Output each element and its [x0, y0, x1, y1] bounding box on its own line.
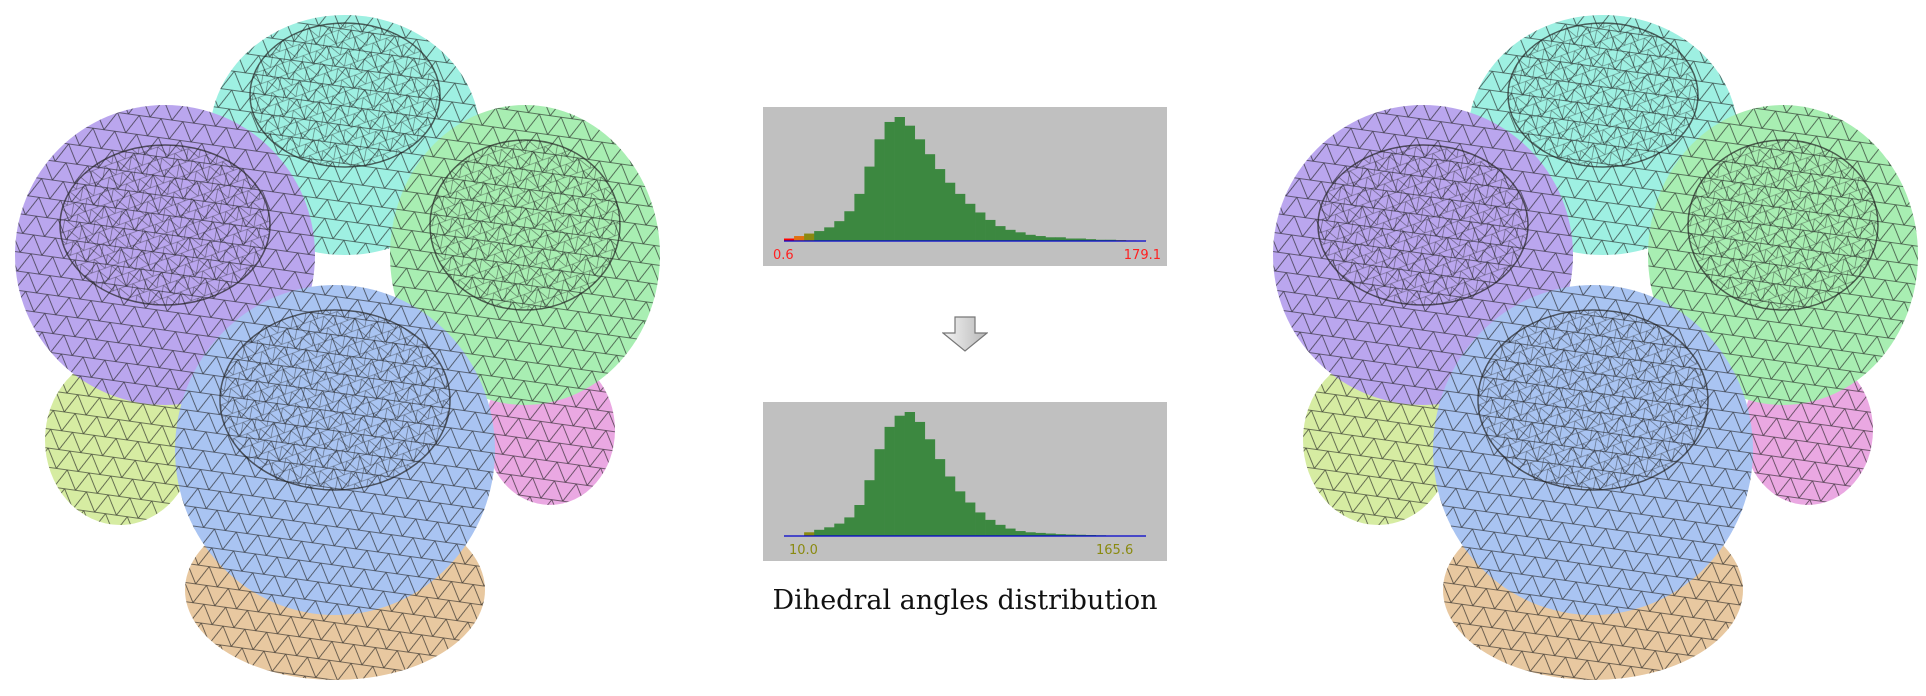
histogram-bar: [1055, 237, 1066, 241]
histogram-bar: [995, 226, 1006, 241]
histogram-bar: [1035, 532, 1046, 536]
histogram-bar: [944, 182, 956, 241]
histogram-bar: [934, 169, 946, 241]
histogram-bar: [834, 523, 845, 536]
histogram-bar: [914, 421, 926, 536]
histogram-bar: [864, 166, 875, 241]
histogram-bar: [824, 527, 835, 536]
histogram-bar: [975, 212, 986, 241]
max-angle-label: 165.6: [1096, 543, 1134, 558]
histogram-after: 10.0 165.6: [763, 402, 1167, 561]
histogram-bar: [975, 512, 986, 536]
histogram-bar: [784, 238, 795, 241]
histogram-bar: [834, 221, 845, 241]
histogram-bar: [1005, 528, 1016, 536]
histogram-before-plot: [784, 117, 1147, 242]
histogram-bar: [944, 476, 956, 536]
histogram-bar: [1065, 534, 1076, 536]
histogram-bar: [954, 491, 966, 536]
histogram-bar: [804, 532, 815, 536]
histogram-bar: [1045, 533, 1056, 536]
histogram-bar: [814, 231, 825, 241]
histogram-bar: [1025, 234, 1036, 241]
histogram-bar: [1055, 534, 1066, 536]
histogram-bar: [995, 524, 1006, 536]
figure-caption: Dihedral angles distribution: [772, 585, 1158, 616]
input-mesh: [0, 0, 670, 696]
histogram-bar: [1105, 239, 1117, 241]
histogram-bar: [914, 139, 926, 241]
histogram-bar: [884, 121, 895, 241]
histogram-bar: [1025, 532, 1036, 536]
histogram-bar: [1015, 531, 1026, 536]
histogram-before: 0.6 179.1: [763, 107, 1167, 266]
min-angle-label: 0.6: [773, 248, 794, 263]
histogram-bar: [1075, 238, 1086, 241]
histogram-bar: [824, 227, 835, 241]
histogram-bar: [1035, 236, 1046, 241]
histogram-bar: [864, 480, 875, 536]
histogram-bar: [954, 193, 966, 241]
histogram-bar: [904, 412, 916, 536]
histogram-bar: [814, 529, 825, 536]
output-mesh: [1258, 0, 1926, 696]
histogram-bar: [1015, 232, 1026, 241]
histogram-bar: [804, 233, 815, 241]
histogram-bar: [874, 139, 885, 241]
histogram-bar: [1065, 238, 1076, 241]
min-angle-label: 10.0: [789, 543, 818, 558]
max-angle-label: 179.1: [1123, 248, 1161, 263]
histogram-bar: [894, 117, 905, 241]
down-arrow-icon: [942, 316, 988, 352]
histogram-bar: [924, 439, 936, 536]
histogram-bar: [1075, 534, 1086, 536]
histogram-bar: [794, 236, 805, 241]
histogram-bar: [934, 459, 946, 536]
histogram-bar: [894, 415, 905, 536]
histogram-bar: [965, 502, 976, 536]
histogram-bar: [844, 517, 855, 536]
histogram-bar: [985, 519, 996, 536]
histogram-bar: [844, 211, 855, 241]
histogram-bar: [854, 505, 865, 536]
histogram-bar: [924, 154, 936, 241]
histogram-bar: [1045, 237, 1056, 241]
histogram-bar: [1085, 239, 1097, 241]
histogram-bar: [1095, 239, 1107, 241]
histogram-bar: [854, 193, 865, 241]
histogram-bar: [965, 203, 976, 241]
histogram-bar: [985, 219, 996, 241]
histogram-bar: [874, 449, 885, 536]
histogram-bar: [1005, 229, 1016, 241]
histogram-after-plot: [784, 412, 1146, 537]
histogram-bar: [884, 426, 895, 536]
histogram-bar: [904, 125, 916, 241]
